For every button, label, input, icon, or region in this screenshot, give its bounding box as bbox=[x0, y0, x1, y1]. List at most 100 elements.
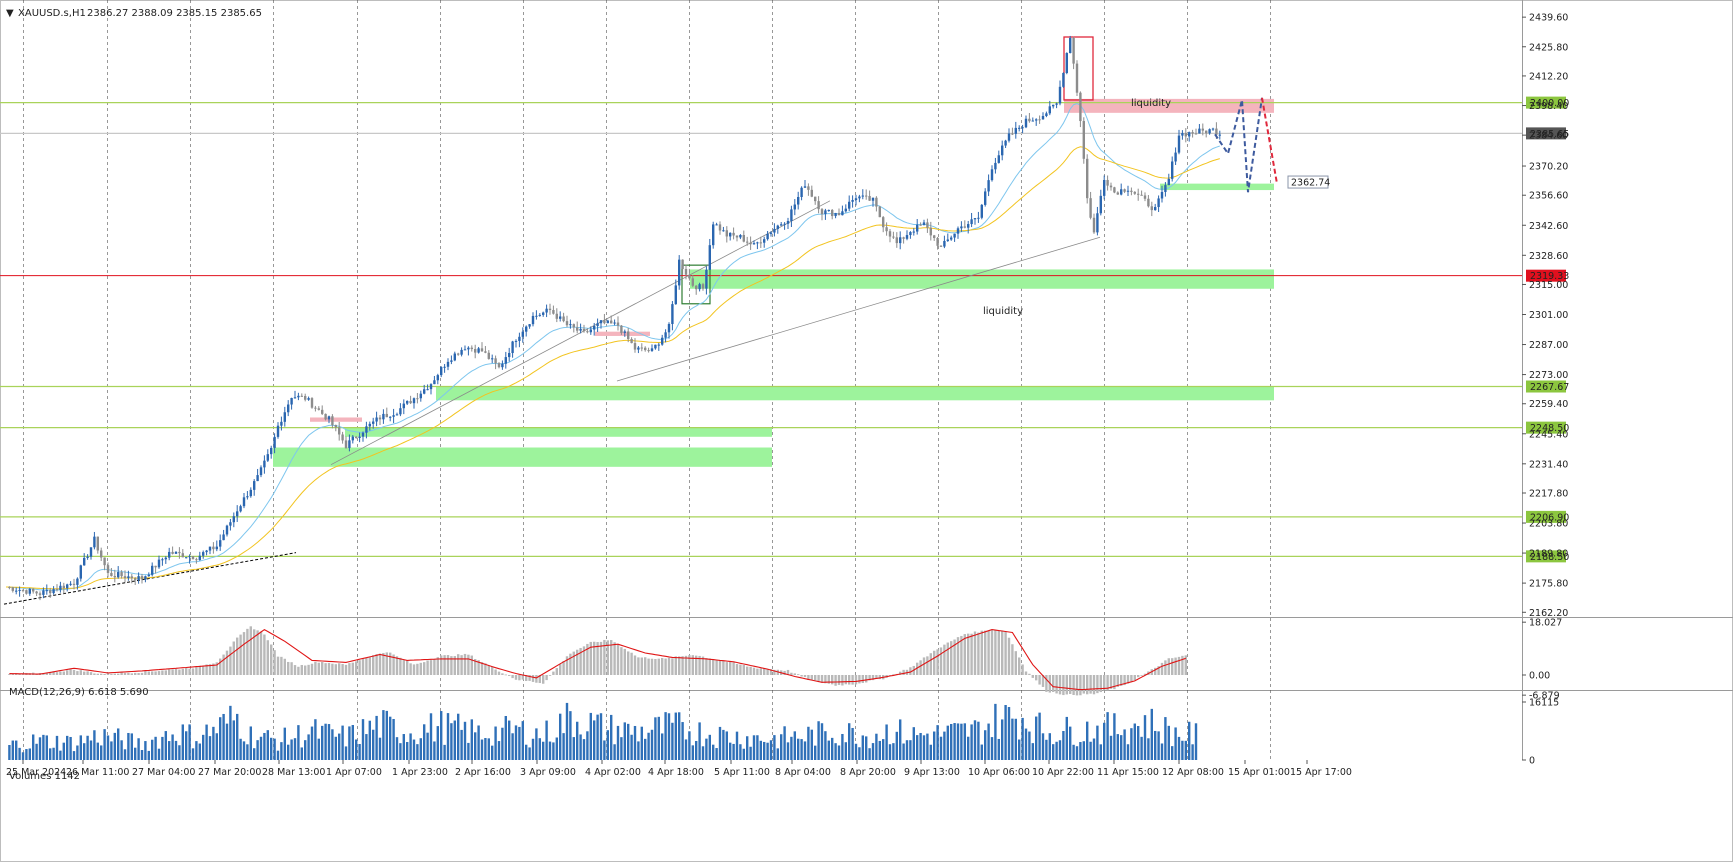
candle-body bbox=[249, 489, 252, 497]
candle-body bbox=[797, 196, 800, 205]
volume-bar bbox=[1120, 735, 1123, 760]
price-tick-label: 2259.40 bbox=[1529, 399, 1568, 410]
candle-body bbox=[480, 348, 484, 352]
candle-body bbox=[769, 232, 773, 234]
candle-body bbox=[273, 436, 276, 448]
time-tick-label: 27 Mar 04:00 bbox=[132, 767, 195, 778]
volume-bar bbox=[1123, 729, 1126, 760]
zones bbox=[273, 36, 1274, 467]
candle-body bbox=[1055, 103, 1058, 105]
candle-body bbox=[348, 440, 351, 448]
volume-bar bbox=[844, 742, 847, 760]
macd-bar bbox=[1018, 657, 1021, 675]
volume-bar bbox=[919, 732, 922, 760]
volume-bar bbox=[147, 750, 150, 760]
volume-bar bbox=[1018, 739, 1021, 760]
macd-bar bbox=[134, 672, 137, 675]
macd-bar bbox=[892, 674, 895, 676]
macd-bar bbox=[382, 652, 385, 675]
macd-bar bbox=[810, 675, 813, 680]
volume-bar bbox=[18, 747, 21, 760]
macd-tick-label: 18.027 bbox=[1529, 618, 1562, 629]
macd-bar bbox=[644, 657, 647, 675]
macd-bar bbox=[603, 639, 606, 675]
candle-body bbox=[1160, 191, 1164, 199]
macd-bar bbox=[93, 673, 96, 675]
candle-body bbox=[253, 481, 256, 490]
time-tick-label: 15 Apr 01:00 bbox=[1228, 767, 1290, 778]
macd-bar bbox=[1075, 675, 1079, 696]
forecast-path[interactable]: 2362.74 bbox=[1214, 97, 1330, 193]
candle-body bbox=[168, 551, 171, 558]
macd-bar bbox=[538, 675, 541, 684]
volume-bar bbox=[776, 748, 779, 760]
volume-bar bbox=[280, 742, 283, 760]
volume-bar bbox=[814, 745, 817, 760]
volume-bar bbox=[1058, 740, 1062, 760]
entry-box bbox=[681, 264, 711, 305]
candle-body bbox=[650, 348, 654, 351]
volume-bar bbox=[38, 737, 42, 760]
candle-body bbox=[939, 245, 943, 247]
candle-body bbox=[38, 593, 42, 595]
horizontal-levels[interactable]: 2400.00 2385.65 2319.33 2267.67 2248.50 2206.… bbox=[0, 96, 1569, 563]
candle-body bbox=[875, 197, 878, 207]
candle-body bbox=[477, 348, 480, 353]
macd-bar bbox=[290, 662, 293, 675]
volume-bar bbox=[1065, 716, 1068, 760]
macd-bar bbox=[351, 662, 354, 675]
time-tick-label: 8 Apr 04:00 bbox=[775, 767, 831, 778]
macd-bar bbox=[967, 633, 970, 675]
macd-bar bbox=[701, 656, 705, 675]
macd-bar bbox=[79, 670, 82, 675]
macd-bar bbox=[399, 657, 402, 675]
candle-body bbox=[661, 337, 664, 345]
candle-body bbox=[919, 224, 922, 226]
volume-bar bbox=[242, 741, 246, 760]
candle-body bbox=[722, 230, 725, 232]
volume-bar bbox=[528, 747, 531, 760]
candle-body bbox=[290, 397, 293, 405]
volume-bar bbox=[977, 721, 980, 760]
volume-bar bbox=[984, 730, 987, 760]
macd-bar bbox=[321, 662, 324, 675]
volume-bar bbox=[399, 743, 402, 760]
volume-bar bbox=[1167, 725, 1170, 760]
candle-body bbox=[589, 329, 592, 333]
volume-bar bbox=[215, 733, 218, 760]
volume-bar bbox=[559, 713, 562, 760]
volume-bar bbox=[562, 733, 565, 760]
supply-mark bbox=[310, 417, 362, 422]
candle-body bbox=[55, 589, 59, 591]
volume-bar bbox=[548, 741, 552, 760]
candle-body bbox=[344, 440, 348, 448]
volume-bar bbox=[817, 721, 820, 760]
macd-bar bbox=[49, 671, 52, 675]
price-tick-label: 2328.60 bbox=[1529, 251, 1568, 262]
volume-bar bbox=[871, 743, 875, 760]
macd-bar bbox=[657, 658, 660, 675]
candle-body bbox=[997, 155, 1000, 163]
macd-bar bbox=[246, 628, 249, 675]
chart-menu-arrow-icon[interactable]: ▼ bbox=[6, 8, 14, 19]
candle-body bbox=[1140, 194, 1143, 196]
macd-bar bbox=[300, 664, 303, 675]
candle-body bbox=[86, 556, 89, 558]
volume-bar bbox=[62, 742, 65, 760]
macd-bar bbox=[18, 673, 21, 675]
candle-body bbox=[276, 425, 280, 437]
volume-bar bbox=[664, 712, 667, 760]
volume-bar bbox=[899, 719, 902, 760]
macd-bar bbox=[157, 671, 161, 675]
volume-bar bbox=[59, 750, 62, 760]
candle-body bbox=[555, 313, 558, 319]
macd-bar bbox=[1045, 675, 1048, 692]
candle-body bbox=[375, 417, 378, 422]
macd-bar bbox=[83, 671, 86, 675]
volume-bar bbox=[946, 725, 949, 760]
candle-body bbox=[899, 237, 902, 244]
volume-bar bbox=[42, 734, 45, 760]
trend-lines[interactable] bbox=[3, 200, 1101, 605]
